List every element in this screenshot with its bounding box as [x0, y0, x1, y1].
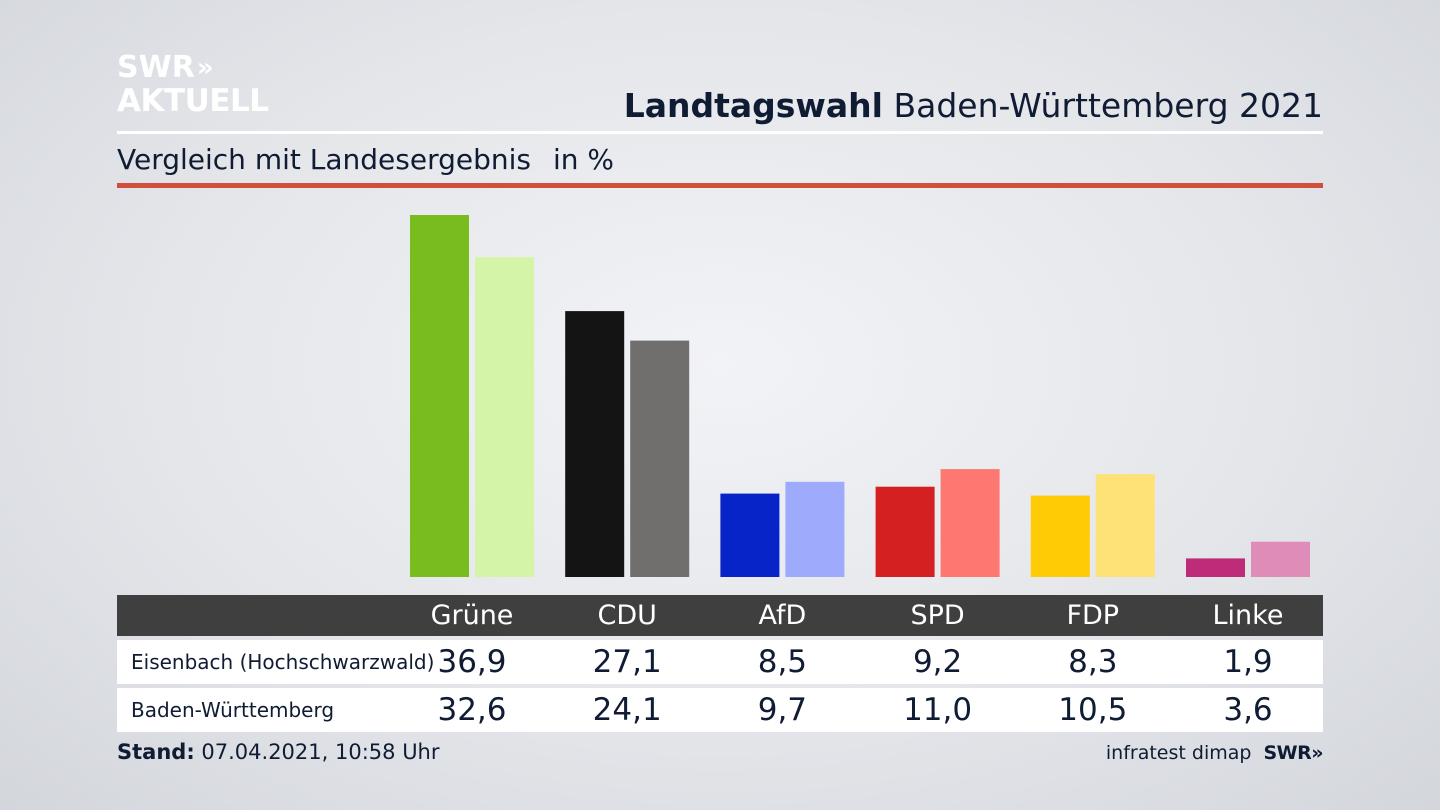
bar-cdu-state: [630, 340, 690, 577]
title-divider: [117, 131, 1323, 134]
row-label: Baden-Württemberg: [131, 698, 335, 722]
bar-afd-local: [720, 493, 780, 577]
row-label: Eisenbach (Hochschwarzwald): [131, 650, 435, 674]
bar-cdu-local: [565, 311, 625, 577]
column-header-fdp: FDP: [1066, 600, 1120, 631]
bar-linke-state: [1251, 541, 1310, 577]
swr-brand-mark: SWR»: [1263, 742, 1323, 764]
swr-brand-text: SWR: [1263, 742, 1312, 764]
column-header-afd: AfD: [758, 600, 807, 631]
bar-spd-local: [875, 486, 935, 577]
value-cell-gr-ne: 32,6: [437, 692, 507, 728]
bar-fdp-local: [1030, 495, 1090, 577]
timestamp: Stand: 07.04.2021, 10:58 Uhr: [117, 740, 440, 764]
bar-gr-ne-local: [410, 215, 469, 577]
page-title: Landtagswahl Baden-Württemberg 2021: [624, 86, 1323, 125]
table-row: Baden-Württemberg 32,6 24,1 9,7 11,0 10,5 3,6: [117, 688, 1323, 732]
value-cell-linke: 3,6: [1223, 692, 1273, 728]
timestamp-value: 07.04.2021, 10:58 Uhr: [201, 740, 440, 764]
swr-aktuell-logo: SWR» AKTUELL: [117, 53, 269, 117]
value-cell-afd: 9,7: [757, 692, 808, 728]
value-cell-gr-ne: 36,9: [437, 644, 507, 680]
table-row: Eisenbach (Hochschwarzwald) 36,9 27,1 8,5 9…: [117, 640, 1323, 684]
swr-chevrons-icon: »: [1311, 742, 1323, 764]
logo-swr-text: SWR: [117, 50, 195, 85]
page-title-rest: Baden-Württemberg 2021: [893, 86, 1323, 125]
logo-aktuell-text: AKTUELL: [117, 83, 269, 119]
table-header-row: Grüne CDU AfD SPD FDP Linke: [117, 595, 1323, 636]
chart-subtitle: Vergleich mit Landesergebnis in %: [117, 143, 614, 176]
bar-spd-state: [940, 469, 1000, 577]
value-cell-cdu: 24,1: [592, 692, 662, 728]
column-header-spd: SPD: [910, 600, 965, 631]
value-cell-spd: 9,2: [912, 644, 963, 680]
value-cell-fdp: 10,5: [1058, 692, 1128, 728]
value-cell-afd: 8,5: [757, 644, 808, 680]
bar-fdp-state: [1095, 474, 1155, 577]
source-credit: infratest dimap SWR»: [1105, 742, 1324, 764]
page-title-bold: Landtagswahl: [623, 86, 883, 125]
value-cell-fdp: 8,3: [1068, 644, 1118, 680]
logo-chevrons-icon: »: [196, 53, 214, 83]
column-header-gr-ne: Grüne: [430, 600, 514, 631]
bar-afd-state: [785, 481, 845, 577]
value-cell-spd: 11,0: [903, 692, 973, 728]
bar-chart: [410, 215, 1310, 577]
subtitle-text: Vergleich mit Landesergebnis: [117, 143, 531, 176]
bar-gr-ne-state: [475, 257, 534, 577]
subtitle-unit: in %: [552, 143, 615, 176]
column-header-cdu: CDU: [597, 600, 657, 631]
subtitle-divider: [117, 183, 1323, 188]
results-table: Grüne CDU AfD SPD FDP Linke Eisenbach (Hochsc…: [117, 595, 1323, 732]
column-header-linke: Linke: [1212, 600, 1284, 631]
bar-linke-local: [1186, 558, 1245, 577]
value-cell-cdu: 27,1: [592, 644, 662, 680]
value-cell-linke: 1,9: [1223, 644, 1273, 680]
timestamp-label: Stand:: [117, 740, 195, 764]
source-text: infratest dimap: [1105, 742, 1252, 764]
